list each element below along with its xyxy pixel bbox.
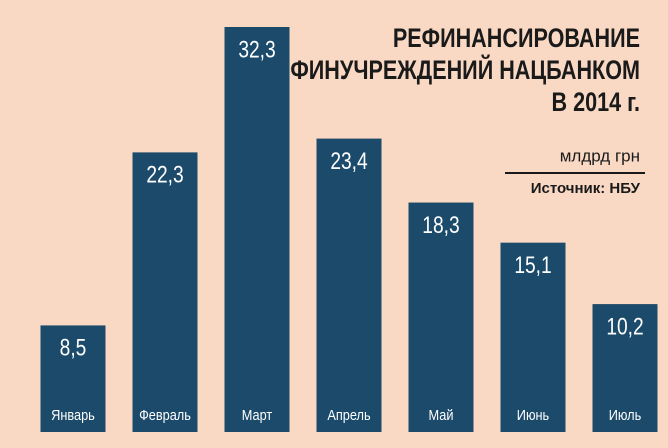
value-label: 8,5 [60, 334, 87, 362]
x-tick-label: Февраль [139, 406, 191, 423]
x-tick-label: Май [429, 406, 454, 423]
chart-title: В 2014 г. [552, 88, 640, 118]
bar [224, 27, 290, 432]
bar [500, 242, 566, 432]
x-tick-label: Январь [51, 406, 95, 423]
title-block: РЕФИНАНСИРОВАНИЕ ФИНУЧРЕЖДЕНИЙ НАЦБАНКОМ… [290, 24, 640, 118]
chart-title: ФИНУЧРЕЖДЕНИЙ НАЦБАНКОМ [290, 55, 640, 86]
x-tick-label: Март [242, 406, 273, 423]
bar [40, 325, 106, 432]
x-tick-label: Апрель [327, 406, 370, 423]
chart-title: РЕФИНАНСИРОВАНИЕ [393, 24, 640, 54]
bar [132, 152, 198, 432]
bar [592, 304, 658, 432]
bar [408, 202, 474, 432]
bar [316, 138, 382, 432]
value-label: 15,1 [514, 251, 551, 279]
x-tick-label: Июнь [517, 406, 549, 423]
subtitle: млдрд грн [560, 146, 640, 165]
x-tick-label: Июль [609, 406, 642, 423]
source: Источник: НБУ [531, 180, 641, 197]
value-label: 18,3 [422, 211, 459, 239]
value-label: 32,3 [238, 35, 275, 63]
value-label: 22,3 [146, 161, 183, 189]
value-label: 23,4 [330, 147, 367, 175]
value-label: 10,2 [606, 312, 643, 340]
